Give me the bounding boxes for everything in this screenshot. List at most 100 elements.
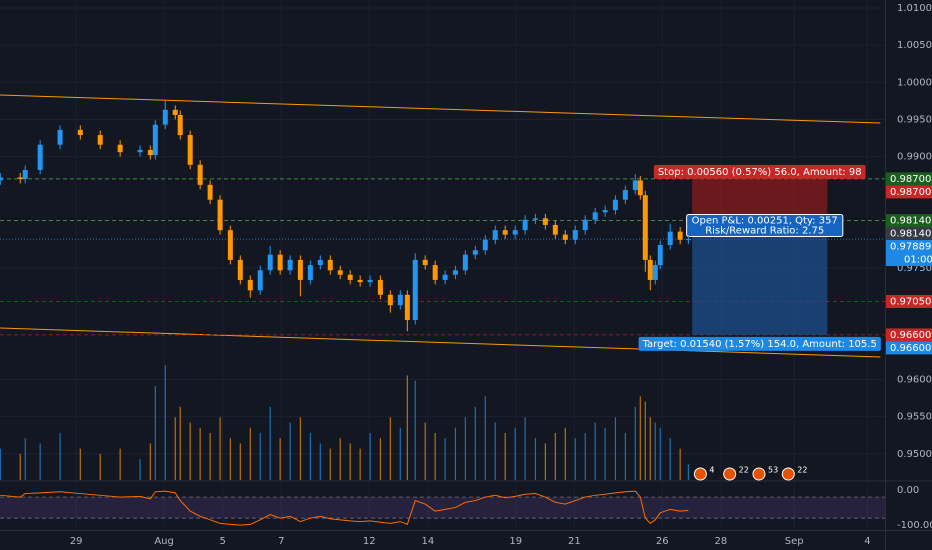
price-badge-label: 0.98700 [890,187,931,198]
candle-body [217,199,223,231]
volume-bar [249,427,251,480]
candle-body [542,218,548,225]
candle-body [397,294,403,306]
event-label: 22 [739,466,749,475]
candle-body [17,177,23,179]
volume-bar [299,417,301,480]
pnl-text: Open P&L: 0.00251, Qty: 357 [692,215,838,226]
volume-bar [239,443,241,480]
candle-body [357,279,363,283]
x-tick-label: 7 [278,536,284,547]
candle-body [247,279,253,291]
candle-body [347,274,353,280]
volume-bar [269,406,271,480]
candle-body [512,230,518,235]
oscillator-line [0,490,689,526]
x-tick-label: Sep [785,536,804,547]
candle-body [637,180,643,196]
volume-bar [174,417,176,480]
candle-body [137,149,143,153]
volume-bar [379,438,381,480]
volume-bar [99,453,101,480]
volume-bar [494,422,496,480]
candle-body [197,164,203,185]
volume-bar [164,365,166,480]
volume-bar [0,448,1,480]
x-tick-label: 29 [70,536,83,547]
candle-body [472,250,478,255]
oscillator-band [0,497,885,519]
volume-bar [594,422,596,480]
candle-body [117,144,123,153]
volume-bar [464,417,466,480]
price-badge [886,294,932,308]
y-tick-label: 1.00500 [897,40,932,51]
candle-body [57,129,63,145]
candle-body [452,270,458,275]
volume-bar [434,432,436,480]
volume-bar [604,427,606,480]
volume-bar [544,443,546,480]
x-tick-label: 14 [421,536,434,547]
oscillator-tick-label: 0.00 [897,485,919,496]
candle-body [442,274,448,280]
candle-body [22,169,28,179]
volume-bar [154,385,156,480]
volume-bar [139,459,141,480]
event-label: 4 [709,466,714,475]
volume-bar [309,432,311,480]
candle-body [647,259,653,280]
oscillator-tick-label: -100.00 [897,520,932,531]
volume-bar [229,438,231,480]
volume-bar [189,422,191,480]
candle-body [502,230,508,235]
candle-body [562,234,568,240]
x-tick-label: 26 [656,536,669,547]
candle-body [0,177,3,181]
x-tick-label: 12 [363,536,376,547]
candle-body [227,230,233,260]
volume-bar [59,432,61,480]
candle-body [152,124,158,156]
candle-body [307,265,313,280]
candle-body [667,231,673,246]
event-label: 53 [768,466,778,475]
candle-body [602,210,608,213]
target-label: Target: 0.01540 (1.57%) 154.0, Amount: 1… [642,339,877,350]
price-badge [886,185,932,199]
volume-bar [669,438,671,480]
candle-body [187,135,193,165]
volume-bar [574,438,576,480]
volume-bar [199,427,201,480]
event-icon [752,467,766,481]
candle-body [377,279,383,295]
volume-bar [444,438,446,480]
volume-bar [329,448,331,480]
volume-bar [624,432,626,480]
candle-body [657,245,663,266]
candle-body [677,231,683,240]
pnl-background [686,213,844,237]
candle-body [404,294,410,321]
candle-body [77,129,83,136]
candle-body [237,259,243,280]
price-badge [886,328,932,342]
candle-body [685,239,691,241]
volume-bar [614,417,616,480]
candle-body [257,270,263,291]
x-tick-label: Aug [154,536,174,547]
volume-bar [389,417,391,480]
stop-zone [692,178,828,221]
volume-bar [514,427,516,480]
volume-bar [119,448,121,480]
price-badge-label: 0.96600 [890,343,931,354]
candle-body [652,265,658,280]
candle-body [267,254,273,271]
target-label-background [638,336,881,351]
candle-body [612,199,618,211]
candle-body [582,219,588,231]
